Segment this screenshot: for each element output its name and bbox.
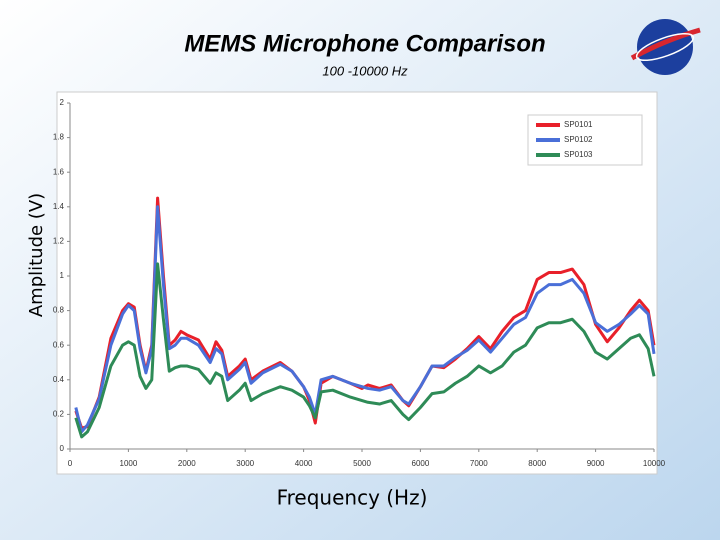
y-tick-label: 1.6 xyxy=(53,167,65,176)
x-tick-label: 9000 xyxy=(587,459,605,468)
legend-label: SP0102 xyxy=(564,135,593,144)
x-axis-label: Frequency (Hz) xyxy=(277,486,428,510)
y-tick-label: 1.4 xyxy=(53,202,65,211)
y-tick-label: 0.8 xyxy=(53,306,65,315)
series-line xyxy=(74,262,656,439)
x-tick-label: 1000 xyxy=(120,459,138,468)
y-tick-label: 1.2 xyxy=(53,237,65,246)
y-tick-label: 0.4 xyxy=(53,375,65,384)
x-tick-label: 8000 xyxy=(528,459,546,468)
y-tick-label: 0.2 xyxy=(53,410,65,419)
x-tick-label: 2000 xyxy=(178,459,196,468)
x-tick-label: 0 xyxy=(68,459,73,468)
y-tick-label: 1 xyxy=(60,271,65,280)
chart-title: MEMS Microphone Comparison xyxy=(184,30,545,57)
legend-label: SP0101 xyxy=(564,120,593,129)
y-tick-label: 2 xyxy=(60,98,65,107)
x-tick-label: 6000 xyxy=(412,459,430,468)
y-axis-label: Amplitude (V) xyxy=(26,193,47,317)
y-tick-label: 0.6 xyxy=(53,340,65,349)
nasa-logo xyxy=(630,19,701,75)
x-tick-label: 7000 xyxy=(470,459,488,468)
series-line xyxy=(74,205,656,434)
x-tick-label: 4000 xyxy=(295,459,313,468)
y-tick-label: 1.8 xyxy=(53,133,65,142)
x-tick-label: 5000 xyxy=(353,459,371,468)
legend-label: SP0103 xyxy=(564,150,593,159)
y-tick-label: 0 xyxy=(60,444,65,453)
x-tick-label: 3000 xyxy=(236,459,254,468)
x-tick-label: 10000 xyxy=(643,459,666,468)
chart-subtitle: 100 -10000 Hz xyxy=(322,63,408,78)
